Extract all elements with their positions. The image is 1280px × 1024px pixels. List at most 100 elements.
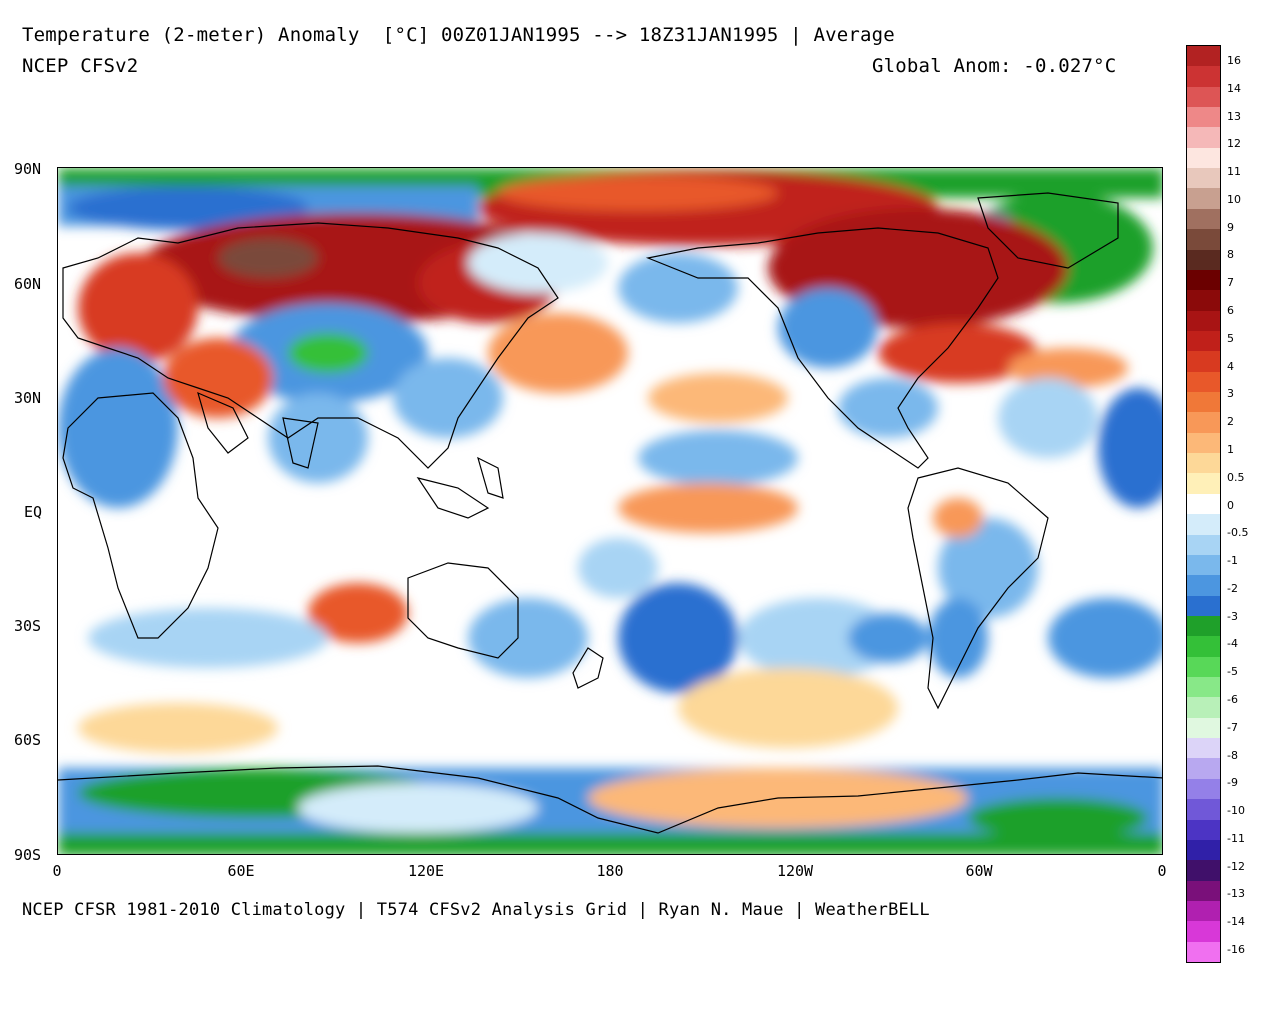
colorbar-label: -9 [1227, 776, 1238, 790]
map-title: Temperature (2-meter) Anomaly [°C] 00Z01… [22, 24, 895, 46]
colorbar-cell [1187, 860, 1220, 882]
colorbar-cell [1187, 453, 1220, 474]
colorbar-cell [1187, 880, 1220, 902]
lat-label-60n: 60N [14, 275, 42, 293]
colorbar-label: -13 [1227, 887, 1245, 901]
colorbar-label: -5 [1227, 665, 1238, 679]
colorbar-cell [1187, 127, 1220, 149]
anomaly-map [57, 167, 1163, 855]
colorbar-label: 6 [1227, 304, 1234, 318]
lat-label-30s: 30S [14, 617, 42, 635]
colorbar-cell [1187, 615, 1220, 637]
colorbar-cell [1187, 330, 1220, 352]
colorbar-cell [1187, 656, 1220, 678]
colorbar-cell [1187, 493, 1220, 515]
lon-label-180: 180 [596, 862, 624, 880]
colorbar-label: -11 [1227, 831, 1245, 845]
colorbar-label: -10 [1227, 804, 1245, 818]
colorbar-cell [1187, 310, 1220, 332]
colorbar-label: 0 [1227, 498, 1234, 512]
colorbar-cell [1187, 839, 1220, 861]
lon-label-60e: 60E [227, 862, 255, 880]
colorbar-cell [1187, 778, 1220, 800]
colorbar-label: 4 [1227, 359, 1234, 373]
colorbar-label: 3 [1227, 387, 1234, 401]
colorbar-cell [1187, 819, 1220, 841]
colorbar-label: -16 [1227, 943, 1245, 956]
lat-label-90s: 90S [14, 846, 42, 864]
colorbar-label: 2 [1227, 415, 1234, 429]
colorbar-label: -4 [1227, 637, 1238, 651]
colorbar-cell [1187, 290, 1220, 312]
colorbar-cell [1187, 107, 1220, 128]
lon-label-60w: 60W [965, 862, 993, 880]
colorbar-cell [1187, 371, 1220, 393]
colorbar-cell [1187, 229, 1220, 251]
colorbar-cell [1187, 392, 1220, 413]
colorbar-cell [1187, 758, 1220, 780]
colorbar-cell [1187, 208, 1220, 230]
colorbar-cell [1187, 249, 1220, 271]
colorbar-label: -3 [1227, 609, 1238, 623]
colorbar [1186, 45, 1221, 963]
lat-label-60s: 60S [14, 731, 42, 749]
colorbar-cell [1187, 147, 1220, 169]
lon-label-120e: 120E [407, 862, 445, 880]
lat-label-eq: EQ [24, 503, 43, 521]
model-name: NCEP CFSv2 [22, 55, 139, 77]
footer-credit: NCEP CFSR 1981-2010 Climatology | T574 C… [22, 900, 930, 920]
lon-label-0-right: 0 [1157, 862, 1167, 880]
colorbar-cell [1187, 514, 1220, 536]
colorbar-label: 10 [1227, 192, 1241, 206]
colorbar-label: -6 [1227, 692, 1238, 706]
colorbar-cell [1187, 168, 1220, 189]
colorbar-label: -2 [1227, 581, 1238, 595]
colorbar-label: 8 [1227, 248, 1234, 262]
colorbar-cell [1187, 717, 1220, 739]
colorbar-cell [1187, 86, 1220, 108]
colorbar-cell [1187, 595, 1220, 617]
colorbar-cell [1187, 554, 1220, 576]
colorbar-label: 5 [1227, 331, 1234, 345]
colorbar-label: -0.5 [1227, 526, 1249, 540]
colorbar-cell [1187, 941, 1220, 963]
colorbar-cell [1187, 636, 1220, 658]
colorbar-cell [1187, 432, 1220, 454]
colorbar-cell [1187, 46, 1220, 67]
colorbar-cell [1187, 921, 1220, 943]
anomaly-field [58, 168, 1162, 854]
colorbar-cell [1187, 677, 1220, 698]
colorbar-cell [1187, 412, 1220, 434]
colorbar-label: 0.5 [1227, 470, 1245, 484]
colorbar-label: 14 [1227, 81, 1241, 95]
lat-label-30n: 30N [14, 389, 42, 407]
colorbar-label: 7 [1227, 276, 1234, 290]
colorbar-label: -8 [1227, 748, 1238, 762]
colorbar-cell [1187, 534, 1220, 556]
colorbar-label: 12 [1227, 137, 1241, 151]
colorbar-cell [1187, 66, 1220, 88]
colorbar-cell [1187, 697, 1220, 719]
colorbar-cell [1187, 575, 1220, 597]
colorbar-label: 13 [1227, 109, 1241, 123]
colorbar-label: -14 [1227, 915, 1245, 929]
colorbar-label: 1 [1227, 442, 1234, 456]
colorbar-cell [1187, 269, 1220, 291]
colorbar-label: -1 [1227, 554, 1238, 568]
coastlines [58, 192, 1162, 834]
colorbar-label: 16 [1227, 54, 1241, 67]
lat-label-90n: 90N [14, 160, 42, 178]
colorbar-cell [1187, 738, 1220, 759]
global-anomaly: Global Anom: -0.027°C [872, 55, 1117, 77]
colorbar-label: 9 [1227, 220, 1234, 234]
colorbar-cell [1187, 473, 1220, 495]
lon-label-0-left: 0 [52, 862, 62, 880]
colorbar-label: -7 [1227, 720, 1238, 734]
colorbar-label: -12 [1227, 859, 1245, 873]
lon-label-120w: 120W [776, 862, 814, 880]
colorbar-cell [1187, 900, 1220, 922]
colorbar-cell [1187, 351, 1220, 373]
colorbar-label: 11 [1227, 165, 1241, 179]
colorbar-cell [1187, 799, 1220, 820]
colorbar-cell [1187, 188, 1220, 210]
